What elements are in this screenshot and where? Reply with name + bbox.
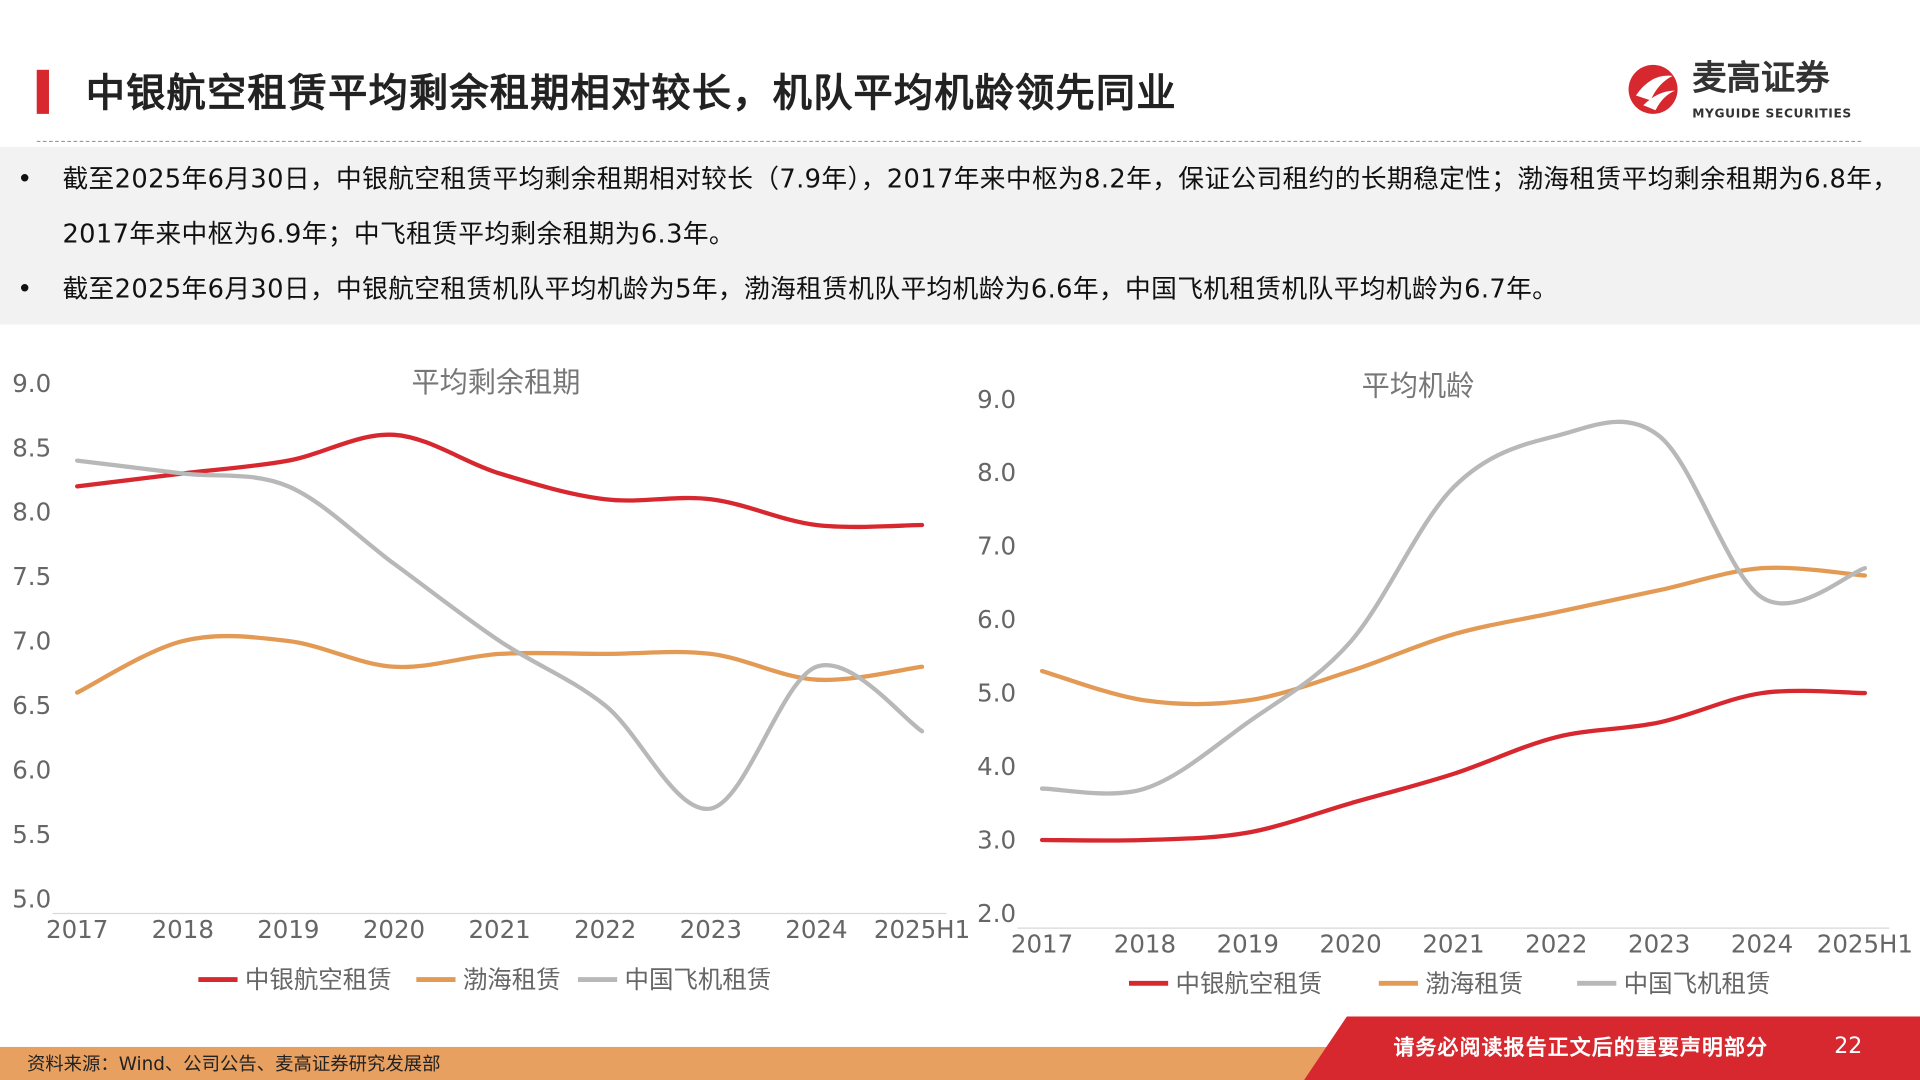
summary-box: • 截至2025年6月30日，中银航空租赁平均剩余租期相对较长（7.9年），20… [0, 146, 1920, 325]
series-line-2 [1039, 565, 1868, 707]
y-tick-label: 7.0 [977, 532, 1016, 561]
bullet-dot: • [17, 274, 33, 304]
y-tick-label: 6.0 [12, 755, 51, 784]
header-divider [36, 140, 1862, 143]
x-tick-label: 2022 [1525, 930, 1587, 959]
logo-text-cn: 麦高证券 [1692, 57, 1830, 98]
x-tick-label: 2024 [785, 915, 847, 944]
chart-title: 平均机龄 [1362, 370, 1475, 403]
series-line-2 [75, 633, 925, 695]
page-number: 22 [1834, 1033, 1863, 1060]
x-tick-label: 2022 [574, 915, 636, 944]
y-tick-label: 2.0 [977, 899, 1016, 928]
y-tick-label: 7.5 [12, 562, 51, 591]
y-tick-label: 9.0 [12, 369, 51, 398]
legend-label: 中国飞机租赁 [624, 965, 771, 994]
legend-label: 渤海租赁 [1425, 969, 1523, 998]
y-tick-label: 3.0 [977, 826, 1016, 855]
y-tick-label: 8.0 [977, 458, 1016, 487]
x-tick-label: 2019 [257, 915, 319, 944]
bullet-item: • 截至2025年6月30日，中银航空租赁机队平均机龄为5年，渤海租赁机队平均机… [0, 262, 1920, 317]
x-tick-label: 2018 [1114, 930, 1176, 959]
x-tick-label: 2020 [363, 915, 425, 944]
bullet-item: • 截至2025年6月30日，中银航空租赁平均剩余租期相对较长（7.9年），20… [0, 152, 1920, 262]
legend-label: 中银航空租赁 [245, 965, 392, 994]
series-line-3 [1039, 419, 1868, 796]
x-tick-label: 2024 [1731, 930, 1793, 959]
x-tick-label: 2021 [1422, 930, 1484, 959]
series-line-1 [75, 432, 925, 530]
y-tick-label: 4.0 [977, 752, 1016, 781]
page-title: 中银航空租赁平均剩余租期相对较长，机队平均机龄领先同业 [85, 69, 1177, 117]
title-accent-bar [36, 69, 49, 114]
bullet-text: 截至2025年6月30日，中银航空租赁机队平均机龄为5年，渤海租赁机队平均机龄为… [62, 274, 1559, 304]
disclaimer: 请务必阅读报告正文后的重要声明部分 [1393, 1035, 1769, 1061]
x-tick-label: 2017 [1011, 930, 1073, 959]
y-tick-label: 5.5 [12, 820, 51, 849]
series-line-3 [75, 458, 925, 811]
x-tick-label: 2018 [152, 915, 214, 944]
legend-label: 中银航空租赁 [1176, 969, 1323, 998]
x-tick-label: 2025H1 [874, 915, 970, 944]
chart-2: 平均机龄 2.0 3.0 4.0 5.0 6.0 7.0 8.0 9.0 2017 2018 2019… [977, 370, 1913, 998]
y-tick-label: 5.0 [12, 884, 51, 913]
x-tick-label: 2021 [468, 915, 530, 944]
y-tick-label: 7.0 [12, 627, 51, 656]
bullet-text: 截至2025年6月30日，中银航空租赁平均剩余租期相对较长（7.9年），2017… [62, 164, 1899, 249]
series-line-1 [1039, 688, 1868, 843]
y-tick-label: 9.0 [977, 385, 1016, 414]
logo: 麦高证券 MYGUIDE SECURITIES [1624, 57, 1869, 128]
y-tick-label: 8.0 [12, 498, 51, 527]
logo-text-en: MYGUIDE SECURITIES [1692, 107, 1852, 122]
x-tick-label: 2017 [46, 915, 108, 944]
footer-red-band [1304, 1016, 1920, 1080]
legend-label: 中国飞机租赁 [1624, 969, 1771, 998]
y-tick-label: 5.0 [977, 679, 1016, 708]
chart-title: 平均剩余租期 [411, 366, 580, 399]
x-tick-label: 2025H1 [1817, 930, 1913, 959]
bullet-dot: • [17, 164, 33, 194]
x-tick-label: 2019 [1217, 930, 1279, 959]
x-tick-label: 2020 [1319, 930, 1381, 959]
y-tick-label: 8.5 [12, 433, 51, 462]
x-tick-label: 2023 [680, 915, 742, 944]
source-note: 资料来源：Wind、公司公告、麦高证券研究发展部 [26, 1053, 441, 1076]
chart-1: 平均剩余租期 5.0 5.5 6.0 6.5 7.0 7.5 8.0 8.5 9.0 2017 201… [12, 366, 970, 994]
x-tick-label: 2023 [1628, 930, 1690, 959]
legend-label: 渤海租赁 [463, 965, 561, 994]
y-tick-label: 6.0 [977, 605, 1016, 634]
logo-icon [1628, 64, 1678, 114]
y-tick-label: 6.5 [12, 691, 51, 720]
